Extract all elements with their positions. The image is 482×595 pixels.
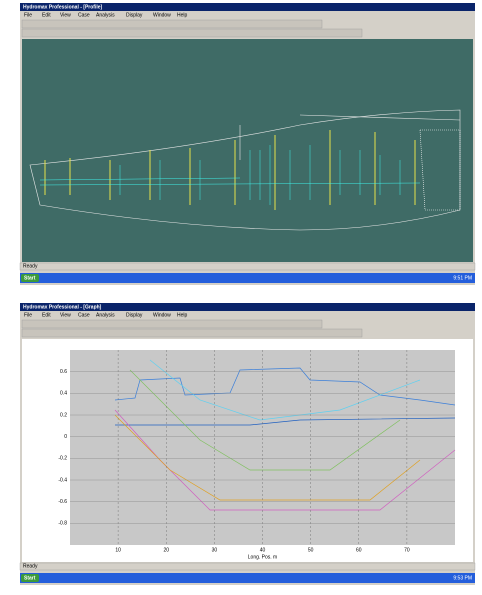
start-button[interactable] [21,274,39,282]
menu-item[interactable]: File [24,312,32,318]
x-tick-label: 40 [260,547,266,553]
x-tick-label: 30 [212,547,218,553]
status-text: Ready [23,263,38,269]
y-tick-label: -0.4 [58,477,67,483]
x-axis-label: Long. Pos. m [248,554,277,560]
menu-item[interactable]: File [24,12,32,18]
menu-item[interactable]: Analysis [96,312,115,318]
taskbar [20,273,475,283]
title-bar [20,3,475,11]
menu-item[interactable]: Edit [42,12,51,18]
toolbar[interactable] [21,328,363,338]
menu-item[interactable]: View [60,312,71,318]
y-tick-label: -0.8 [58,521,67,527]
hull-outline [29,109,461,231]
x-tick-label: 70 [404,547,410,553]
y-tick-label: 0 [64,434,67,440]
menu-item[interactable]: Analysis [96,12,115,18]
x-tick-label: 60 [356,547,362,553]
menu-item[interactable]: Window [153,12,171,18]
x-tick-label: 50 [308,547,314,553]
menu-item[interactable]: Case [78,12,90,18]
menu-item[interactable]: Help [177,312,188,318]
window-title: Hydromax Professional - [Profile] [23,4,103,10]
menu-item[interactable]: Help [177,12,188,18]
curves [114,359,456,511]
toolbar[interactable] [21,319,323,329]
menu-item[interactable]: Display [126,12,143,18]
menu-item[interactable]: Display [126,312,143,318]
start-button[interactable] [21,574,39,582]
status-text: Ready [23,563,38,569]
clock: 9:53 PM [453,575,472,581]
start-label[interactable]: Start [24,275,36,281]
x-tick-label: 10 [115,547,121,553]
status-bar [19,562,476,571]
menu-item[interactable]: View [60,12,71,18]
status-bar [19,262,476,271]
y-tick-label: 0.2 [60,412,67,418]
toolbar[interactable] [21,19,323,29]
profile-view [22,39,473,262]
title-bar [20,303,475,311]
start-label[interactable]: Start [24,575,36,581]
menu-item[interactable]: Edit [42,312,51,318]
toolbar[interactable] [21,28,363,38]
y-tick-label: -0.6 [58,499,67,505]
section-lines [39,145,421,205]
y-tick-label: 0.6 [60,369,67,375]
clock: 9:51 PM [453,275,472,281]
menu-item[interactable]: Window [153,312,171,318]
y-tick-label: -0.2 [58,456,67,462]
x-tick-label: 20 [163,547,169,553]
menu-item[interactable]: Case [78,312,90,318]
taskbar [20,573,475,583]
frame-markers [44,130,416,210]
window-title: Hydromax Professional - [Graph] [23,304,102,310]
y-tick-label: 0.4 [60,391,67,397]
